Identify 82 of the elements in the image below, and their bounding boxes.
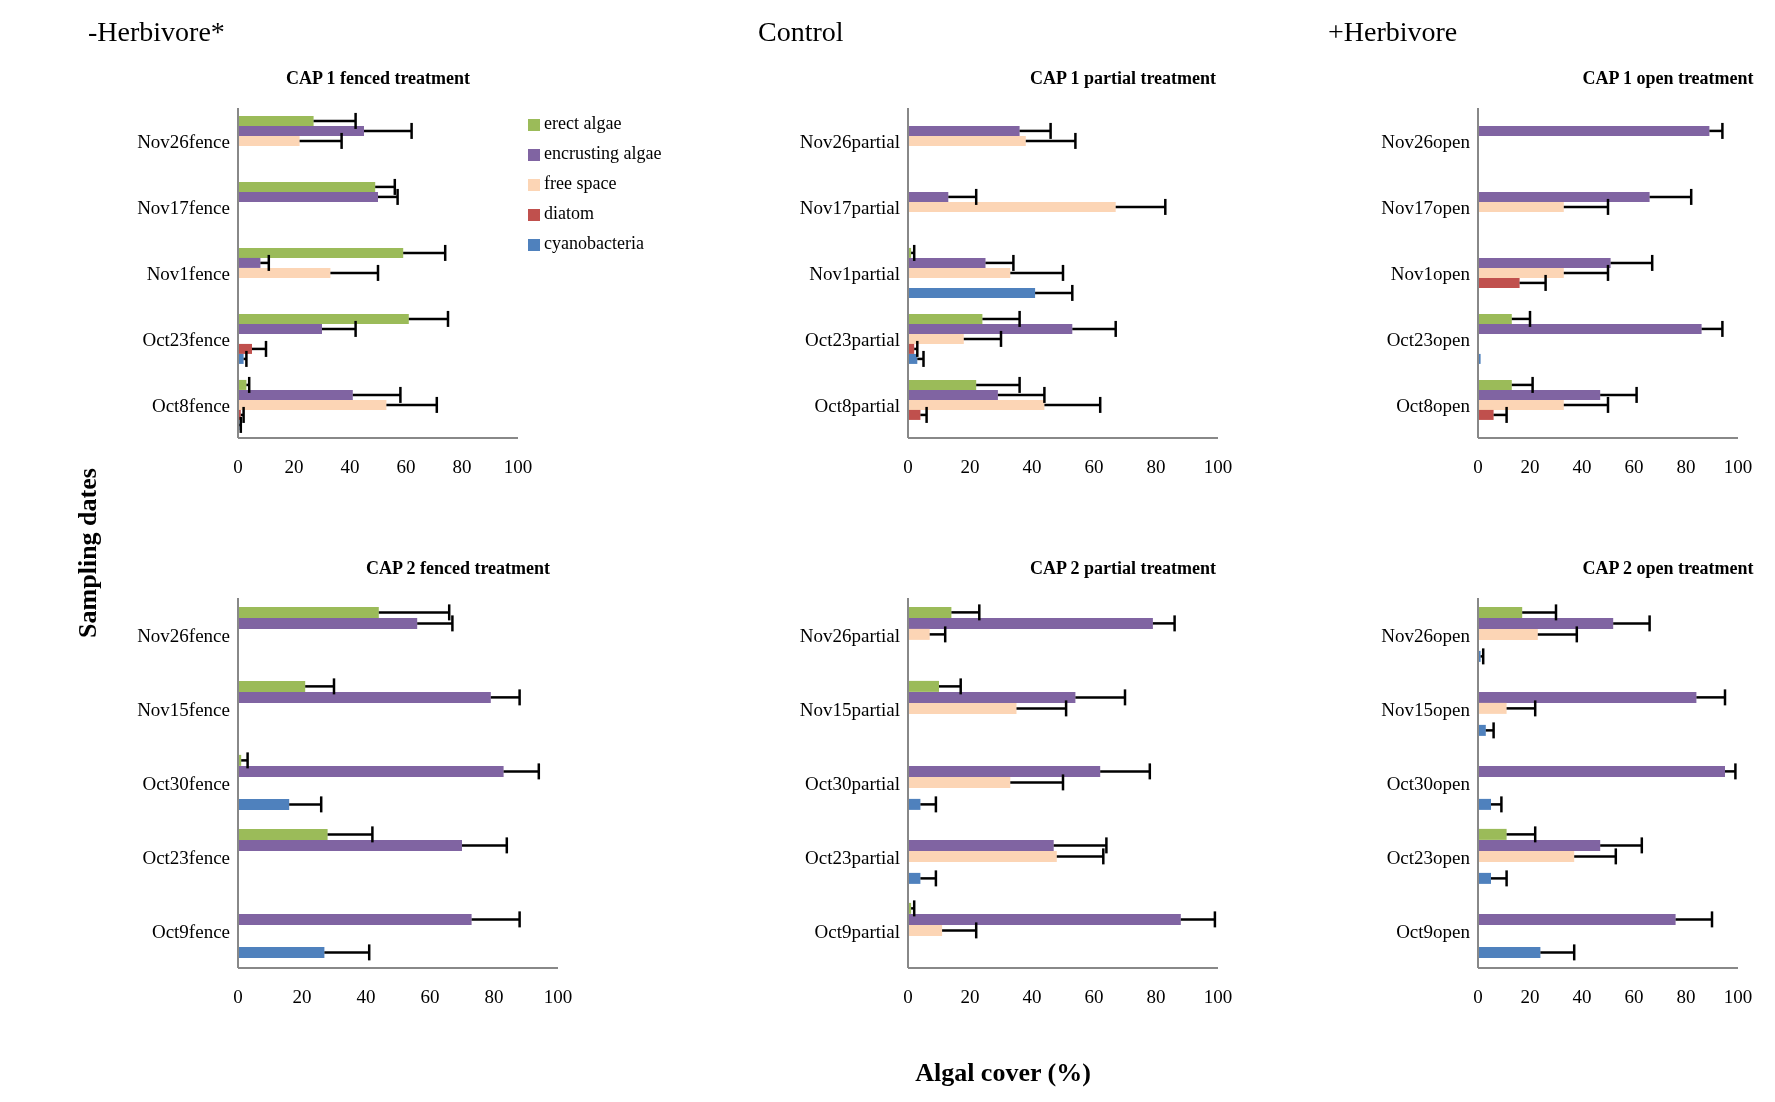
x-tick-label: 100 [1203, 986, 1233, 1008]
x-tick-label: 80 [1676, 986, 1696, 1008]
x-tick-label: 0 [233, 456, 243, 478]
y-tick-label: Nov15partial [799, 698, 900, 720]
legend-label: diatom [544, 203, 594, 223]
x-tick-label: 0 [233, 986, 243, 1008]
x-tick-label: 60 [396, 456, 416, 478]
x-tick-label: 100 [503, 456, 533, 478]
y-tick-label: Oct30open [1386, 772, 1471, 794]
x-tick-label: 20 [960, 986, 980, 1008]
y-tick-label: Nov15open [1381, 698, 1471, 720]
y-tick-label: Nov1fence [146, 262, 230, 284]
y-tick-label: Nov26partial [799, 130, 900, 152]
x-tick-label: 40 [356, 986, 376, 1008]
x-tick-label: 80 [452, 456, 472, 478]
x-tick-label: 100 [1723, 986, 1753, 1008]
x-tick-label: 40 [1572, 456, 1592, 478]
y-tick-label: Oct23fence [142, 846, 230, 868]
chart-title: CAP 1 fenced treatment [284, 68, 472, 90]
y-tick-label: Nov26partial [799, 624, 900, 646]
y-tick-label: Oct8partial [814, 394, 900, 416]
x-tick-label: 40 [1022, 456, 1042, 478]
x-tick-label: 80 [1146, 456, 1166, 478]
y-tick-label: Nov17partial [799, 196, 900, 218]
y-tick-label: Oct9fence [151, 920, 230, 942]
x-tick-label: 60 [1624, 986, 1644, 1008]
y-tick-label: Nov26fence [137, 130, 230, 152]
legend-label: encrusting algae [544, 143, 662, 163]
y-tick-label: Nov17open [1381, 196, 1471, 218]
chart-subtitle: +Herbivore [1328, 16, 1458, 48]
x-tick-label: 40 [340, 456, 360, 478]
y-tick-label: Oct23open [1386, 846, 1471, 868]
x-tick-label: 60 [1084, 986, 1104, 1008]
x-tick-label: 0 [1473, 456, 1483, 478]
y-tick-label: Oct23fence [142, 328, 230, 350]
x-tick-label: 80 [484, 986, 504, 1008]
chart-title: CAP 1 partial treatment [1028, 68, 1218, 90]
y-tick-label: Nov17fence [137, 196, 230, 218]
y-tick-label: Oct8fence [151, 394, 230, 416]
y-tick-label: Oct23partial [805, 846, 900, 868]
x-tick-label: 80 [1676, 456, 1696, 478]
y-tick-label: Nov15fence [137, 698, 230, 720]
y-tick-label: Nov1partial [809, 262, 900, 284]
x-tick-label: 60 [420, 986, 440, 1008]
y-tick-label: Nov26open [1381, 130, 1471, 152]
x-tick-label: 20 [292, 986, 312, 1008]
y-tick-label: Nov26fence [137, 624, 230, 646]
legend-label: free space [544, 173, 617, 193]
x-tick-label: 60 [1084, 456, 1104, 478]
x-tick-label: 0 [903, 986, 913, 1008]
chart-title: CAP 1 open treatment [1581, 68, 1755, 90]
y-tick-label: Oct30fence [142, 772, 230, 794]
y-tick-label: Nov1open [1390, 262, 1471, 284]
y-tick-label: Oct9open [1396, 920, 1471, 942]
x-tick-label: 20 [284, 456, 304, 478]
x-tick-label: 40 [1022, 986, 1042, 1008]
y-axis-title: Sampling dates [73, 467, 103, 640]
x-tick-label: 60 [1624, 456, 1644, 478]
x-tick-label: 80 [1146, 986, 1166, 1008]
chart-title: CAP 2 fenced treatment [365, 558, 551, 578]
y-tick-label: Oct30partial [805, 772, 900, 794]
x-tick-label: 20 [1520, 986, 1540, 1008]
legend-label: cyanobacteria [544, 233, 644, 253]
y-tick-label: Nov26open [1381, 624, 1471, 646]
chart-title: CAP 2 open treatment [1581, 558, 1755, 580]
y-tick-label: Oct23partial [805, 328, 900, 350]
y-tick-label: Oct9partial [814, 920, 900, 942]
x-tick-label: 100 [543, 986, 573, 1008]
x-tick-label: 40 [1572, 986, 1592, 1008]
x-tick-label: 20 [1520, 456, 1540, 478]
chart-subtitle: Control [758, 16, 844, 48]
x-axis-title: Algal cover (%) [914, 1058, 1092, 1088]
legend-label: erect algae [544, 113, 622, 133]
y-tick-label: Oct8open [1396, 394, 1471, 416]
x-tick-label: 0 [1473, 986, 1483, 1008]
x-tick-label: 0 [903, 456, 913, 478]
chart-title: CAP 2 partial treatment [1028, 558, 1218, 580]
x-tick-label: 100 [1723, 456, 1753, 478]
y-tick-label: Oct23open [1386, 328, 1471, 350]
x-tick-label: 100 [1203, 456, 1233, 478]
chart-subtitle: -Herbivore* [88, 16, 225, 48]
x-tick-label: 20 [960, 456, 980, 478]
